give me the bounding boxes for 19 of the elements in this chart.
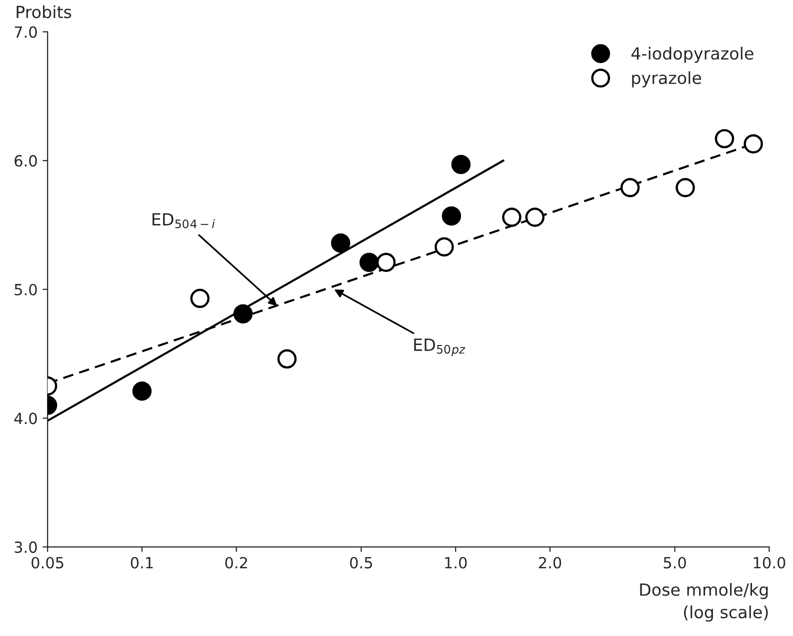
y-tick-label: 5.0 [14,284,37,296]
y-axis-title: Probits [16,5,72,18]
legend-label: pyrazole [632,71,702,88]
x-tick-label: 10.0 [754,556,786,569]
y-tick-label: 7.0 [14,26,37,38]
x-tick-label: 0.5 [350,556,372,569]
x-tick-label: 0.1 [130,556,153,569]
annotation: ED$_{50pz}$ [414,338,466,356]
y-tick-label: 6.0 [14,155,37,167]
legend-label: 4-iodopyrazole [631,46,754,63]
x-tick-label: 2.0 [538,556,562,569]
y-tick-label: 4.0 [14,412,37,424]
annotation: ED$_{504−i}$ [152,213,215,228]
x-tick-label: 0.2 [225,556,248,569]
x-tick-label: 5.0 [664,556,686,569]
x-tick-label: 1.0 [445,556,467,569]
x-tick-label: 0.05 [32,556,64,569]
x-axis-title: Dose mmole/kg (log scale) [640,583,768,622]
y-tick-label: 3.0 [14,541,37,553]
